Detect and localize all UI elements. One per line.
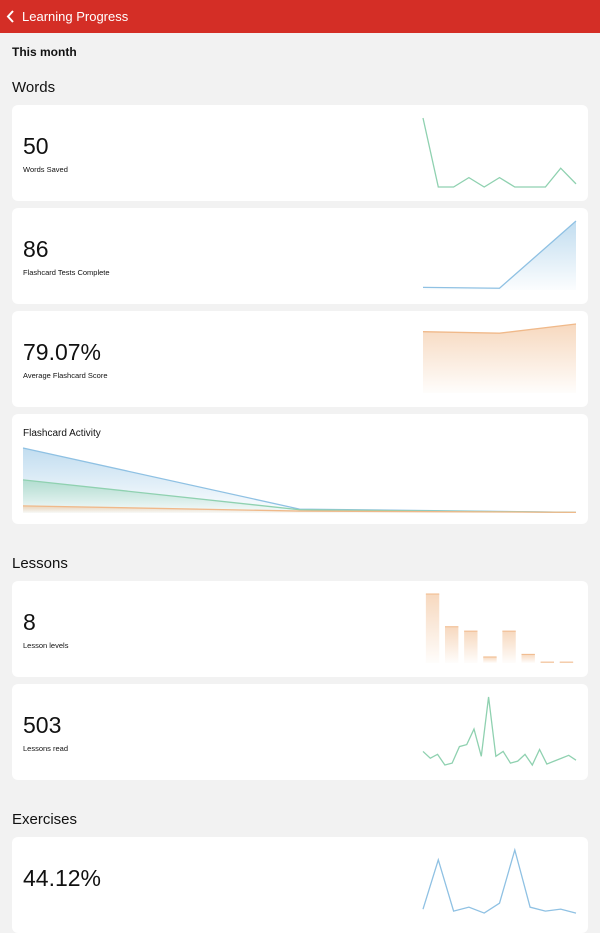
stat-value: 86 [23,236,49,262]
area [23,505,576,513]
stat-card: 86 Flashcard Tests Complete [12,208,588,304]
header-title: Learning Progress [22,9,129,24]
period: This month [12,45,77,59]
sparkline [22,447,577,513]
section-title: Lessons [12,555,68,572]
sparkline [422,220,577,290]
stat-label: Lesson levels [23,641,69,650]
area [423,221,576,290]
stat-card: Flashcard Activity [12,414,588,524]
bar [444,626,459,663]
line [422,117,577,188]
bar [483,656,497,663]
area [423,324,576,393]
stat-label: Lessons read [23,744,69,753]
stat-value: 50 [23,133,49,159]
stat-card: 50 Words Saved [12,105,588,201]
back-icon[interactable] [4,0,18,33]
stat-card: 44.12% [12,837,588,933]
sparkline [422,696,577,767]
stat-card: 503 Lessons read [12,684,588,780]
stat-label: Words Saved [23,165,68,174]
sparkline [422,117,577,188]
header: Learning Progress [0,0,600,33]
area [23,479,576,513]
sparkline [422,323,577,393]
sparkline [422,847,577,914]
line [422,323,577,334]
bar [464,631,478,663]
stat-value: 8 [23,609,36,635]
line [422,696,577,767]
stat-value: 503 [23,712,62,738]
stat-label: Average Flashcard Score [23,371,108,380]
line [422,220,577,289]
bar [521,654,535,663]
section-title: Exercises [12,811,78,828]
stat-card: 8 Lesson levels [12,581,588,677]
bar [502,631,516,663]
stat-value: 79.07% [23,339,102,365]
line [22,505,577,513]
card-title: Flashcard Activity [23,428,101,439]
bar [425,594,440,663]
stat-card: 79.07% Average Flashcard Score [12,311,588,407]
sparkline [425,593,574,664]
stat-label: Flashcard Tests Complete [23,268,110,277]
section-title: Words [12,79,56,96]
bar [559,662,574,664]
line [422,847,577,914]
bar [540,662,555,664]
